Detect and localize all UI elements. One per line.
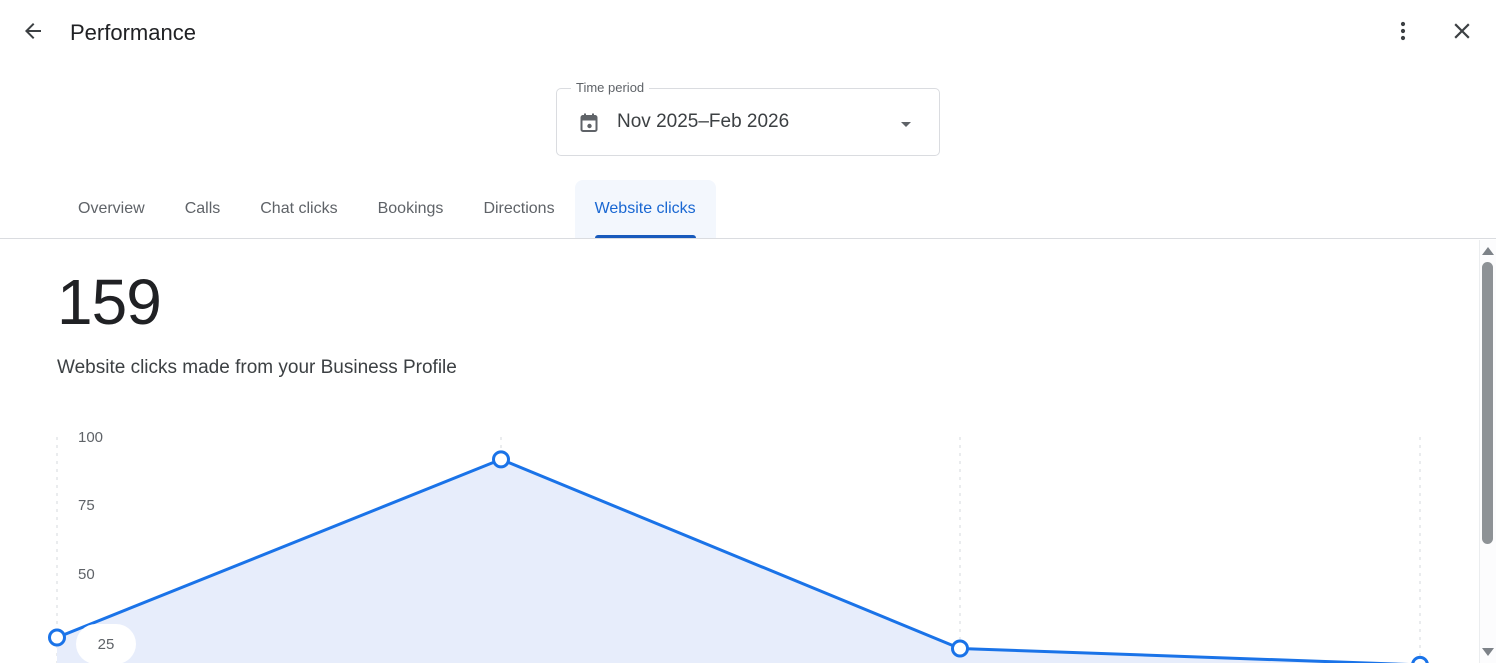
chart-data-point-2[interactable]	[951, 639, 969, 658]
tab-bookings[interactable]: Bookings	[377, 200, 444, 217]
tab-directions[interactable]: Directions	[483, 200, 555, 217]
kebab-menu-icon	[1391, 19, 1415, 46]
vertical-scrollbar[interactable]	[1479, 240, 1496, 663]
chart-area-fill	[57, 459, 1367, 663]
page-title: Performance	[70, 20, 196, 45]
back-arrow-icon	[21, 19, 45, 46]
time-period-label: Time period	[571, 80, 650, 96]
scroll-down-arrow-icon[interactable]	[1482, 648, 1494, 656]
tab-overview[interactable]: Overview	[78, 200, 145, 217]
y-axis-tick-75: 75	[78, 497, 95, 514]
tab-website-clicks[interactable]: Website clicks	[574, 180, 716, 238]
chart-line	[56, 457, 1409, 663]
chart-data-point-0[interactable]	[48, 628, 66, 647]
close-icon	[1449, 18, 1475, 47]
back-button[interactable]	[13, 12, 53, 52]
scroll-up-arrow-icon[interactable]	[1482, 247, 1494, 255]
tab-bar: Overview Calls Chat clicks Bookings Dire…	[58, 180, 716, 238]
time-period-value: Nov 2025–Feb 2026	[617, 111, 790, 132]
tab-chat-clicks[interactable]: Chat clicks	[260, 200, 338, 217]
chart-data-point-1[interactable]	[492, 450, 510, 469]
dropdown-arrow-icon	[894, 112, 918, 136]
tab-calls[interactable]: Calls	[184, 200, 221, 217]
y-axis-tick-50: 50	[78, 566, 95, 583]
scrollbar-thumb[interactable]	[1482, 262, 1493, 544]
website-clicks-chart: 25 100 75 50	[0, 420, 1496, 663]
tabbar-divider	[0, 238, 1496, 239]
time-period-select[interactable]: Time period Nov 2025–Feb 2026	[556, 80, 940, 156]
header: Performance	[0, 0, 1496, 64]
y-axis-tick-100: 100	[78, 429, 104, 446]
y-axis-tick-label: 25	[97, 635, 115, 653]
calendar-icon	[577, 111, 601, 135]
close-button[interactable]	[1442, 12, 1482, 52]
metric-value: 159	[57, 266, 162, 338]
metric-description: Website clicks made from your Business P…	[57, 357, 457, 378]
chart-data-point-3[interactable]	[1411, 655, 1429, 663]
y-axis-tick-25: 25	[76, 624, 136, 663]
chart-canvas[interactable]	[0, 420, 1496, 663]
more-options-button[interactable]	[1383, 12, 1423, 52]
